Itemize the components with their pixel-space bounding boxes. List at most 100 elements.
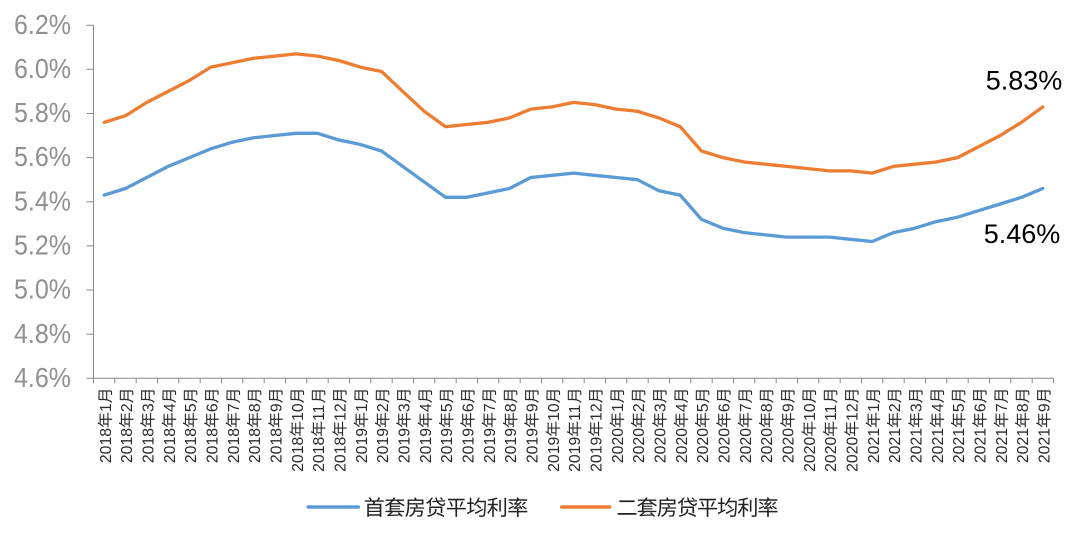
svg-text:2019: 2019 bbox=[482, 428, 499, 463]
svg-text:2021: 2021 bbox=[930, 428, 947, 463]
svg-text:6.0%: 6.0% bbox=[14, 53, 71, 84]
svg-text:2020: 2020 bbox=[610, 428, 627, 463]
svg-text:2020: 2020 bbox=[717, 428, 734, 463]
svg-text:5.46%: 5.46% bbox=[984, 219, 1061, 249]
svg-text:10: 10 bbox=[802, 403, 819, 421]
svg-text:9: 9 bbox=[525, 403, 542, 412]
svg-text:12: 12 bbox=[845, 403, 862, 421]
svg-text:2: 2 bbox=[887, 403, 904, 412]
svg-text:10: 10 bbox=[290, 403, 307, 421]
svg-text:2019: 2019 bbox=[461, 428, 478, 463]
svg-text:2018: 2018 bbox=[311, 437, 328, 472]
svg-text:9: 9 bbox=[269, 403, 286, 412]
svg-text:2020: 2020 bbox=[802, 437, 819, 472]
svg-text:9: 9 bbox=[1037, 403, 1054, 412]
svg-text:8: 8 bbox=[1015, 403, 1032, 412]
svg-text:2021: 2021 bbox=[1037, 428, 1054, 463]
svg-text:2019: 2019 bbox=[418, 428, 435, 463]
svg-text:2020: 2020 bbox=[631, 428, 648, 463]
svg-text:5.6%: 5.6% bbox=[14, 141, 71, 172]
svg-text:10: 10 bbox=[546, 403, 563, 421]
svg-text:2018: 2018 bbox=[269, 428, 286, 463]
svg-text:2020: 2020 bbox=[653, 428, 670, 463]
svg-text:2019: 2019 bbox=[375, 428, 392, 463]
svg-text:2019: 2019 bbox=[589, 437, 606, 472]
svg-text:2021: 2021 bbox=[887, 428, 904, 463]
svg-text:5: 5 bbox=[695, 403, 712, 412]
svg-text:4: 4 bbox=[418, 403, 435, 412]
svg-text:2018: 2018 bbox=[98, 428, 115, 463]
svg-text:5: 5 bbox=[183, 403, 200, 412]
svg-text:2019: 2019 bbox=[439, 428, 456, 463]
svg-text:2: 2 bbox=[631, 403, 648, 412]
svg-text:6: 6 bbox=[461, 403, 478, 412]
svg-text:2020: 2020 bbox=[695, 428, 712, 463]
svg-text:5.0%: 5.0% bbox=[14, 274, 71, 305]
svg-text:2019: 2019 bbox=[525, 428, 542, 463]
svg-text:2: 2 bbox=[119, 403, 136, 412]
svg-text:2018: 2018 bbox=[290, 437, 307, 472]
svg-text:9: 9 bbox=[781, 403, 798, 412]
svg-text:1: 1 bbox=[866, 403, 883, 412]
svg-text:2019: 2019 bbox=[567, 437, 584, 472]
svg-text:2020: 2020 bbox=[674, 428, 691, 463]
svg-text:2020: 2020 bbox=[781, 428, 798, 463]
svg-text:3: 3 bbox=[653, 403, 670, 412]
svg-text:2021: 2021 bbox=[973, 428, 990, 463]
svg-text:2020: 2020 bbox=[738, 428, 755, 463]
svg-text:5.2%: 5.2% bbox=[14, 230, 71, 261]
svg-text:2019: 2019 bbox=[397, 428, 414, 463]
svg-text:7: 7 bbox=[994, 403, 1011, 412]
svg-text:2018: 2018 bbox=[226, 428, 243, 463]
svg-text:6: 6 bbox=[205, 403, 222, 412]
svg-text:4: 4 bbox=[674, 403, 691, 412]
svg-text:5: 5 bbox=[951, 403, 968, 412]
svg-text:4: 4 bbox=[930, 403, 947, 412]
svg-text:2021: 2021 bbox=[994, 428, 1011, 463]
svg-text:8: 8 bbox=[503, 403, 520, 412]
svg-text:2019: 2019 bbox=[503, 428, 520, 463]
svg-text:2019: 2019 bbox=[546, 437, 563, 472]
svg-text:11: 11 bbox=[823, 404, 840, 421]
svg-text:7: 7 bbox=[482, 403, 499, 412]
svg-text:2021: 2021 bbox=[951, 428, 968, 463]
svg-text:11: 11 bbox=[311, 404, 328, 421]
svg-text:2021: 2021 bbox=[866, 428, 883, 463]
svg-text:2021: 2021 bbox=[1015, 428, 1032, 463]
svg-text:2021: 2021 bbox=[909, 428, 926, 463]
svg-text:1: 1 bbox=[98, 403, 115, 412]
svg-text:2019: 2019 bbox=[354, 428, 371, 463]
svg-text:7: 7 bbox=[738, 403, 755, 412]
svg-text:4: 4 bbox=[162, 403, 179, 412]
svg-text:2018: 2018 bbox=[333, 437, 350, 472]
svg-text:2018: 2018 bbox=[162, 428, 179, 463]
svg-text:5: 5 bbox=[439, 403, 456, 412]
svg-text:2018: 2018 bbox=[141, 428, 158, 463]
svg-text:11: 11 bbox=[567, 404, 584, 421]
svg-text:8: 8 bbox=[247, 403, 264, 412]
svg-text:2020: 2020 bbox=[823, 437, 840, 472]
svg-text:4.8%: 4.8% bbox=[14, 318, 71, 349]
svg-text:2018: 2018 bbox=[119, 428, 136, 463]
svg-text:5.8%: 5.8% bbox=[14, 97, 71, 128]
svg-text:2018: 2018 bbox=[247, 428, 264, 463]
svg-text:2018: 2018 bbox=[205, 428, 222, 463]
svg-text:12: 12 bbox=[333, 403, 350, 421]
svg-text:5.83%: 5.83% bbox=[986, 65, 1063, 95]
svg-text:2020: 2020 bbox=[845, 437, 862, 472]
svg-text:5.4%: 5.4% bbox=[14, 185, 71, 216]
svg-text:1: 1 bbox=[354, 403, 371, 412]
svg-text:7: 7 bbox=[226, 403, 243, 412]
svg-text:6.2%: 6.2% bbox=[14, 9, 71, 40]
svg-text:12: 12 bbox=[589, 403, 606, 421]
svg-text:2: 2 bbox=[375, 403, 392, 412]
svg-text:6: 6 bbox=[973, 403, 990, 412]
svg-text:3: 3 bbox=[909, 403, 926, 412]
svg-text:4.6%: 4.6% bbox=[14, 362, 71, 393]
svg-text:3: 3 bbox=[397, 403, 414, 412]
svg-text:1: 1 bbox=[610, 403, 627, 412]
svg-text:6: 6 bbox=[717, 403, 734, 412]
svg-text:2018: 2018 bbox=[183, 428, 200, 463]
svg-text:3: 3 bbox=[141, 403, 158, 412]
svg-text:2020: 2020 bbox=[759, 428, 776, 463]
